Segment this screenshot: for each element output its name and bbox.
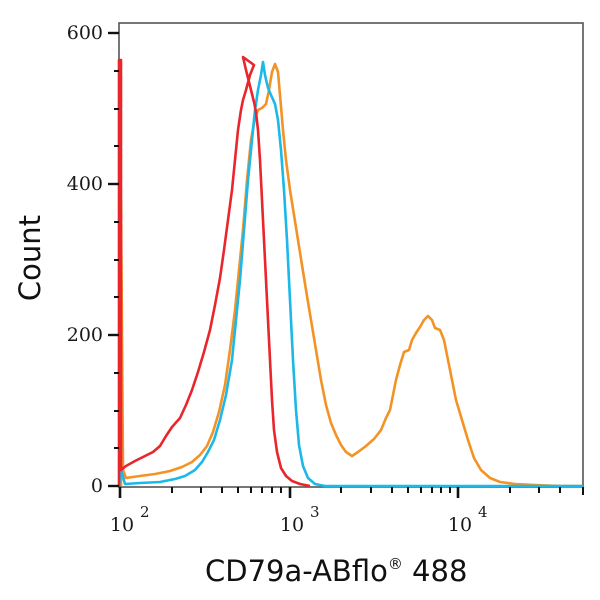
x-tick-label-base: 10 — [110, 514, 134, 536]
y-axis-title: Count — [13, 215, 47, 301]
x-tick-label-base: 10 — [448, 514, 472, 536]
series-red-control-curve — [117, 55, 311, 488]
x-axis-title-suffix: 488 — [403, 554, 468, 588]
y-axis: 0 200 400 600 — [67, 22, 119, 497]
series-orange-stained-curve — [119, 62, 583, 488]
x-tick-label-exponent: 3 — [310, 503, 320, 521]
x-axis-title: CD79a-ABflo® 488 — [205, 554, 467, 588]
series-group — [117, 55, 583, 488]
x-axis-title-registered-mark: ® — [388, 555, 403, 573]
x-tick-label-exponent: 2 — [140, 503, 150, 521]
x-tick-label-base: 10 — [280, 514, 304, 536]
y-tick-label: 200 — [67, 324, 103, 346]
y-tick-label: 400 — [67, 173, 103, 195]
y-tick-label: 600 — [67, 22, 103, 44]
x-tick-label-exponent: 4 — [478, 503, 488, 521]
y-tick-label: 0 — [91, 475, 103, 497]
x-axis: 10 2 10 3 10 4 — [110, 487, 584, 536]
series-cyan-negative-curve — [117, 60, 583, 488]
x-axis-title-main: CD79a-ABflo — [205, 554, 388, 588]
